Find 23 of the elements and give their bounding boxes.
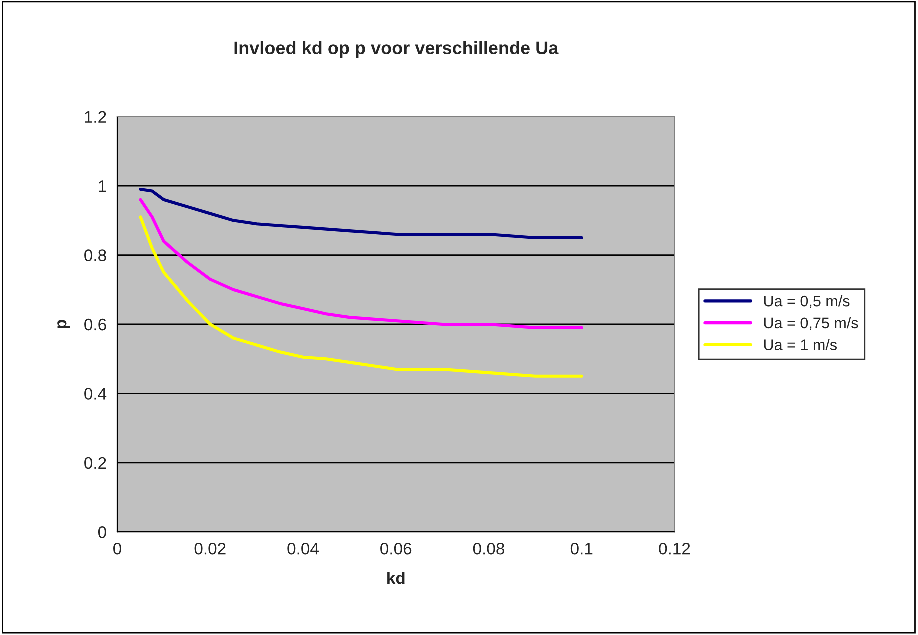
x-tick-label: 0.1 [570,542,593,555]
x-tick-label: 0.06 [380,542,412,555]
x-tick-label: 0.12 [659,542,690,555]
y-tick-label: 1 [99,180,106,192]
y-tick-label: 0 [98,526,106,538]
y-axis-title: p [58,320,70,328]
legend-label: Ua = 1 m/s [764,339,837,350]
chart-title: Invloed kd op p voor verschillende Ua [234,41,559,58]
y-tick-label: 0.8 [84,250,106,262]
x-tick-label: 0 [114,542,122,555]
line-series [139,216,584,378]
legend-label: Ua = 0,5 m/s [764,295,850,309]
x-tick-label: 0.02 [194,542,226,555]
line-series [139,188,584,240]
y-tick-label: 0.2 [84,457,106,470]
x-tick-label: 0.04 [288,542,319,555]
legend-label: Ua = 0,75 m/s [764,317,858,330]
y-tick-label: 0.6 [84,318,106,331]
y-tick-label: 0.4 [84,388,107,400]
x-axis-title: kd [388,572,405,584]
line-series [139,198,584,330]
y-tick-label: 1.2 [85,111,106,123]
x-tick-label: 0.08 [473,542,504,555]
